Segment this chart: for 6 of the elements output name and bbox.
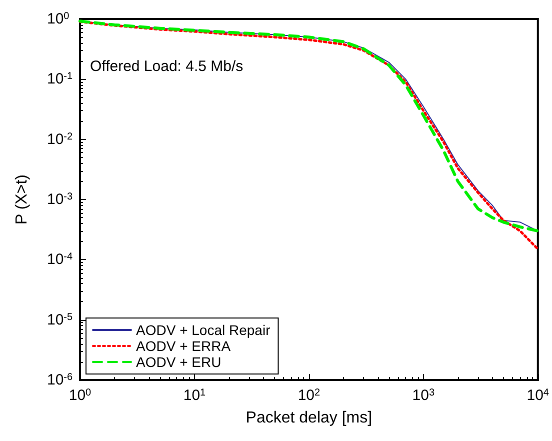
x-axis-title: Packet delay [ms]: [246, 410, 372, 426]
legend-label: AODV + Local Repair: [136, 322, 271, 338]
legend-label: AODV + ERRA: [136, 338, 232, 354]
y-axis-title: P (X>t): [14, 174, 30, 224]
legend-label: AODV + ERU: [136, 354, 222, 370]
annotation: Offered Load: 4.5 Mb/s: [90, 58, 244, 75]
